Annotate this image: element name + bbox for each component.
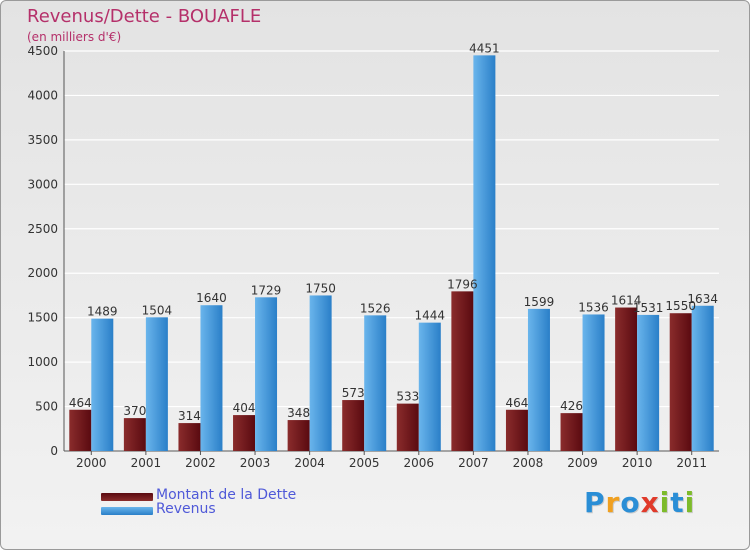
y-tick-label: 4500 (27, 44, 58, 58)
bar-revenus-2003 (255, 297, 278, 451)
data-label-dette: 404 (233, 401, 256, 415)
logo-letter: i (684, 486, 696, 519)
bar-dette-2000 (69, 409, 92, 451)
legend-label-revenus: Revenus (156, 501, 216, 517)
x-tick-label: 2009 (567, 456, 598, 470)
chart-subtitle: (en milliers d'€) (27, 30, 122, 44)
legend-swatch-revenus (101, 507, 153, 515)
x-tick-label: 2006 (404, 456, 435, 470)
data-label-revenus: 1489 (87, 305, 118, 319)
x-tick-label: 2008 (513, 456, 544, 470)
logo-letter: x (640, 486, 660, 519)
x-tick-label: 2007 (458, 456, 489, 470)
x-tick-label: 2000 (76, 456, 107, 470)
data-label-dette: 1550 (665, 299, 696, 313)
logo-letter: i (659, 486, 671, 519)
y-tick-label: 500 (35, 400, 58, 414)
bar-revenus-2001 (145, 317, 168, 451)
data-label-dette: 573 (342, 386, 365, 400)
bar-dette-2006 (396, 403, 419, 451)
x-tick-label: 2004 (294, 456, 325, 470)
y-tick-label: 4000 (27, 88, 58, 102)
logo-letter: r (605, 486, 621, 519)
y-tick-label: 3000 (27, 177, 58, 191)
y-tick-label: 2500 (27, 222, 58, 236)
data-label-dette: 1614 (611, 294, 642, 308)
data-label-revenus: 1634 (687, 292, 718, 306)
x-tick-label: 2002 (185, 456, 216, 470)
logo-letter: o (620, 486, 641, 519)
bar-revenus-2011 (691, 305, 714, 451)
legend-label-dette: Montant de la Dette (156, 487, 297, 503)
y-tick-label: 1000 (27, 355, 58, 369)
chart-title: Revenus/Dette - BOUAFLE (27, 6, 262, 27)
data-label-dette: 464 (506, 396, 529, 410)
bar-dette-2008 (505, 409, 528, 451)
legend-swatch-dette (101, 493, 153, 501)
bar-dette-2004 (287, 420, 310, 451)
bar-dette-2011 (669, 313, 692, 451)
bar-revenus-2005 (364, 315, 387, 451)
bar-dette-2009 (560, 413, 583, 451)
x-tick-label: 2011 (676, 456, 707, 470)
bar-dette-2003 (233, 415, 256, 451)
data-label-revenus: 1729 (251, 283, 282, 297)
data-label-revenus: 1531 (633, 301, 664, 315)
data-label-dette: 370 (123, 404, 146, 418)
bar-revenus-2006 (418, 322, 441, 451)
x-tick-label: 2003 (240, 456, 271, 470)
data-label-dette: 348 (287, 406, 310, 420)
y-tick-label: 2000 (27, 266, 58, 280)
bar-dette-2007 (451, 291, 474, 451)
x-tick-label: 2001 (131, 456, 162, 470)
data-label-revenus: 1444 (415, 309, 446, 323)
data-label-dette: 464 (69, 396, 92, 410)
data-label-revenus: 1640 (196, 291, 227, 305)
data-label-revenus: 1599 (524, 295, 555, 309)
x-tick-label: 2005 (349, 456, 380, 470)
data-label-revenus: 4451 (469, 41, 500, 55)
data-label-revenus: 1504 (142, 303, 173, 317)
data-label-dette: 533 (396, 390, 419, 404)
data-label-revenus: 1750 (305, 281, 336, 295)
bar-dette-2002 (178, 423, 201, 451)
bar-revenus-2010 (637, 314, 660, 451)
bar-revenus-2000 (91, 318, 114, 451)
y-tick-label: 0 (50, 444, 58, 458)
proxiti-logo: Proxiti (584, 486, 695, 519)
data-label-dette: 426 (560, 399, 583, 413)
logo-letter: P (584, 486, 606, 519)
data-label-dette: 314 (178, 409, 201, 423)
data-label-dette: 1796 (447, 277, 478, 291)
bar-revenus-2008 (527, 308, 550, 451)
bar-dette-2010 (615, 307, 638, 451)
bar-revenus-2004 (309, 295, 332, 451)
data-label-revenus: 1536 (578, 300, 609, 314)
bar-revenus-2002 (200, 305, 223, 451)
y-tick-label: 1500 (27, 311, 58, 325)
logo-letter: t (670, 486, 685, 519)
x-tick-label: 2010 (622, 456, 653, 470)
bar-dette-2005 (342, 400, 365, 451)
bar-revenus-2009 (582, 314, 605, 451)
bar-revenus-2007 (473, 55, 496, 451)
y-tick-label: 3500 (27, 133, 58, 147)
bar-dette-2001 (123, 418, 146, 451)
data-label-revenus: 1526 (360, 301, 391, 315)
